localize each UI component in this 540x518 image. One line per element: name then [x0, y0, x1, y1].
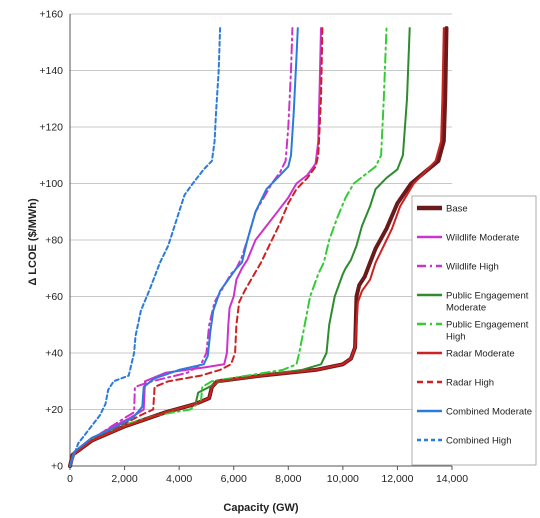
legend-label-wildlife-moderate: Wildlife Moderate [446, 233, 519, 244]
y-tick-labels: +0 +20 +40 +60 +80 +100 +120 +140 +160 [39, 9, 63, 473]
legend-label-radar-moderate: Radar Moderate [446, 349, 515, 360]
legend: Base Wildlife Moderate Wildlife High Public… [411, 195, 537, 466]
x-tick-label: 0 [67, 473, 73, 485]
x-tick-label: 14,000 [436, 473, 468, 485]
series-line-base [68, 26, 449, 468]
x-tick-label: 12,000 [381, 473, 413, 485]
y-tick-label: +100 [39, 178, 63, 190]
y-tick-label: +0 [51, 461, 63, 473]
x-axis-label: Capacity (GW) [223, 502, 299, 514]
y-tick-label: +60 [45, 291, 63, 303]
x-tick-label: 6,000 [221, 473, 247, 485]
series-line-radar-high [69, 27, 324, 467]
y-tick-label: +160 [39, 9, 63, 21]
y-tick-label: +120 [39, 122, 63, 134]
series-line-combined-moderate [69, 27, 299, 467]
series-line-public-engagement-high [69, 27, 388, 467]
series-line-combined-high [69, 27, 222, 467]
legend-label-public-engagement-moderate: Public Engagement Moderate [446, 291, 529, 314]
y-tick-label: +140 [39, 65, 63, 77]
y-axis-label: Δ LCOE ($/MWh) [27, 198, 39, 286]
legend-label-public-engagement-high: Public Engagement High [446, 320, 529, 343]
series-lines [68, 26, 449, 468]
legend-label-radar-high: Radar High [446, 378, 494, 389]
y-tick-label: +80 [45, 235, 63, 247]
series-line-radar-moderate [69, 27, 445, 467]
legend-label-combined-high: Combined High [446, 436, 511, 447]
series-line-wildlife-high [69, 27, 294, 467]
x-tick-label: 10,000 [327, 473, 359, 485]
axes [69, 14, 453, 470]
legend-label-combined-moderate: Combined Moderate [446, 407, 532, 418]
series-line-wildlife-moderate [69, 27, 322, 467]
x-tick-label: 4,000 [166, 473, 192, 485]
legend-label-wildlife-high: Wildlife High [446, 262, 499, 273]
x-tick-label: 8,000 [275, 473, 301, 485]
legend-label-base: Base [446, 204, 468, 215]
series-line-public-engagement-moderate [69, 27, 411, 467]
y-tick-label: +40 [45, 348, 63, 360]
y-tick-label: +20 [45, 404, 63, 416]
x-tick-label: 2,000 [111, 473, 137, 485]
x-tick-labels: 0 2,000 4,000 6,000 8,000 10,000 12,000 14,000 [67, 473, 468, 485]
legend-box [411, 195, 537, 466]
